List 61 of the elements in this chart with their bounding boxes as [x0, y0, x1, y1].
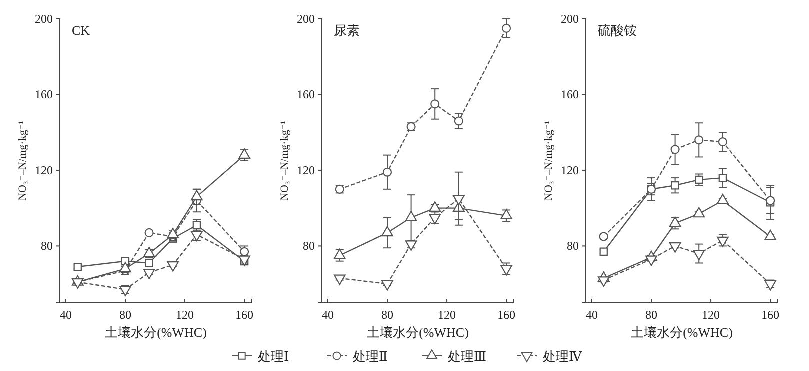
point [334, 274, 346, 286]
point [695, 176, 704, 184]
chart-title: CK [72, 23, 91, 38]
point [599, 232, 608, 242]
x-axis-title: 土壤水分(%WHC) [105, 325, 207, 340]
y-tick-label: 160 [297, 88, 315, 102]
point [500, 265, 512, 276]
x-tick-label: 80 [645, 308, 658, 322]
y-axis-title: NO₃⁻–N/mg·kg⁻¹ [279, 121, 291, 201]
point [671, 182, 680, 190]
y-tick-label: 120 [297, 163, 315, 178]
legend-label: 处理Ⅰ [258, 349, 290, 364]
x-tick-label: 120 [176, 308, 194, 322]
x-tick-label: 40 [60, 308, 72, 322]
chart-title: 尿素 [334, 23, 360, 38]
x-tick-label: 40 [586, 308, 598, 322]
point [598, 276, 610, 288]
point [429, 214, 442, 225]
x-tick-label: 160 [762, 308, 780, 322]
point [405, 240, 418, 252]
point [764, 280, 776, 291]
point [502, 24, 512, 33]
y-tick-label: 120 [561, 163, 579, 178]
y-tick-label: 80 [303, 239, 315, 254]
y-tick-label: 200 [35, 12, 53, 26]
x-tick-label: 80 [119, 308, 132, 322]
point [669, 242, 682, 253]
y-tick-label: 80 [567, 239, 579, 254]
x-tick-label: 160 [236, 308, 254, 322]
point [430, 100, 440, 109]
chart-title: 硫酸铵 [598, 23, 637, 38]
x-tick-label: 120 [438, 308, 456, 322]
y-axis-title: NO₃⁻–N/mg·kg⁻¹ [17, 121, 29, 201]
y-axis-title: NO₃⁻–N/mg·kg⁻¹ [543, 121, 555, 201]
point [694, 136, 704, 145]
legend-label: 处理Ⅲ [448, 349, 487, 364]
x-axis-title: 土壤水分(%WHC) [367, 325, 469, 340]
y-tick-label: 200 [297, 12, 315, 26]
point [693, 250, 706, 261]
legend-label: 处理Ⅱ [353, 349, 388, 364]
point [453, 195, 465, 206]
x-axis-title: 土壤水分(%WHC) [631, 325, 733, 340]
point [670, 145, 680, 154]
y-tick-label: 80 [41, 239, 53, 254]
point [454, 116, 464, 126]
y-tick-label: 160 [561, 88, 579, 102]
point [646, 256, 658, 266]
point [382, 280, 394, 291]
y-tick-label: 200 [561, 12, 579, 26]
point [766, 196, 776, 206]
x-tick-label: 160 [498, 308, 516, 322]
point [718, 174, 728, 182]
x-tick-label: 80 [381, 308, 394, 322]
point [382, 168, 392, 177]
x-tick-label: 120 [702, 308, 720, 322]
point [717, 236, 729, 248]
y-tick-label: 120 [35, 163, 53, 178]
point [718, 138, 728, 147]
x-tick-label: 40 [322, 308, 334, 322]
legend-label: 处理Ⅳ [543, 349, 583, 364]
y-tick-label: 160 [35, 88, 53, 102]
